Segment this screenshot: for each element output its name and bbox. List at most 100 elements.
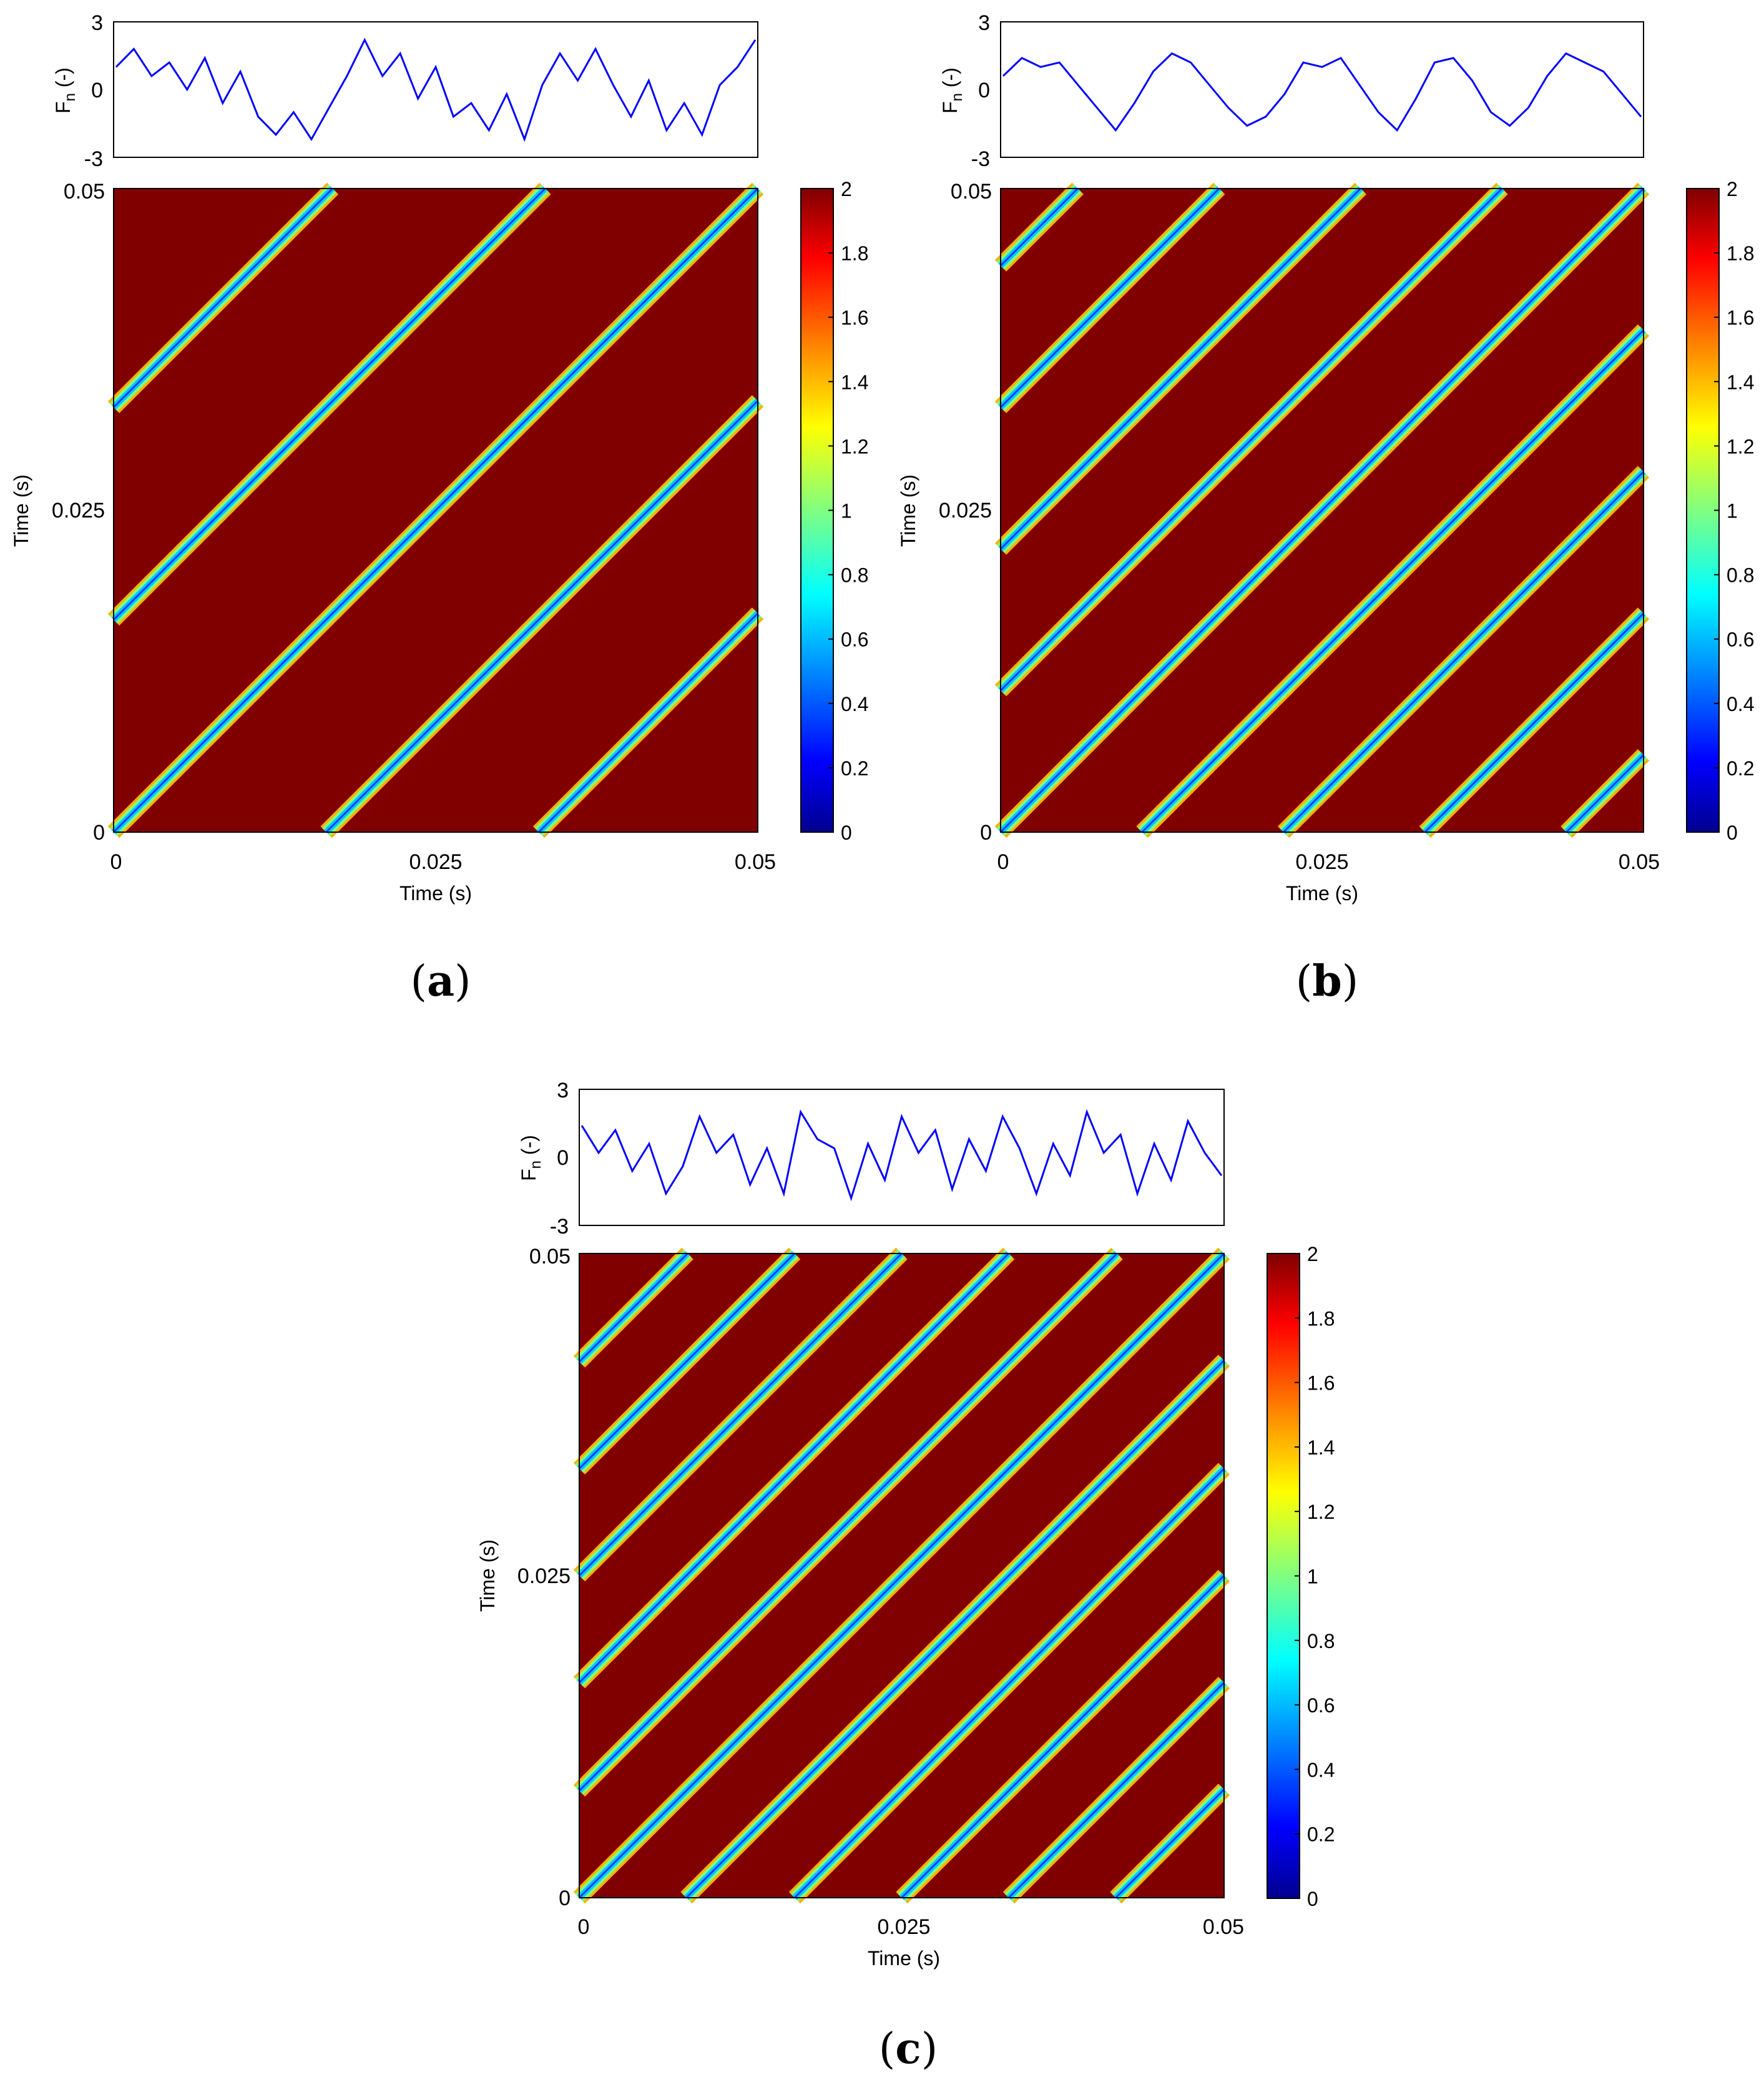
recurrence-axes-box <box>1000 188 1644 833</box>
colorbar-tick-label: 0 <box>841 822 852 844</box>
colorbar-tick-label: 2 <box>841 178 852 200</box>
rp-ytick-bottom: 0 <box>559 1886 571 1910</box>
colorbar-tick-label: 1.2 <box>841 435 868 458</box>
rp-xlabel: Time (s) <box>399 882 472 905</box>
colorbar-tick-label: 0.6 <box>841 629 868 651</box>
recurrence-plot: 0.05 0.025 0 0 0.025 0.05 Time (s) Time … <box>476 1245 1244 1970</box>
rp-ytick-top: 0.05 <box>529 1245 571 1268</box>
panel-a: 3 0 -3 Fn (-) 0.05 0.025 0 0 0.025 0.05 … <box>10 11 868 1006</box>
recurrence-line-core <box>901 1574 1225 1899</box>
panel-c: 3 0 -3 Fn (-) 0.05 0.025 0 0 0.025 0.05 … <box>476 1079 1335 2074</box>
recurrence-line-core <box>999 187 1361 550</box>
signal-plot: 3 0 -3 Fn (-) <box>939 11 1644 171</box>
recurrence-line-core <box>1007 1682 1225 1899</box>
signal-plot: 3 0 -3 Fn (-) <box>517 1079 1225 1239</box>
colorbar-tick-label: 0.6 <box>1727 629 1754 651</box>
colorbar-tick-label: 1.6 <box>1307 1372 1335 1395</box>
recurrence-line-core <box>578 1252 1225 1899</box>
recurrence-line-core <box>578 1252 1010 1684</box>
rp-ytick-top: 0.05 <box>64 180 105 204</box>
colorbar: 0 0.2 0.4 0.6 0.8 1 1.2 1.4 1.6 1.8 2 <box>1267 1243 1335 1910</box>
colorbar-tick-label: 1 <box>1727 500 1738 522</box>
recurrence-line-core <box>538 612 759 833</box>
colorbar-tick-label: 0.8 <box>1727 564 1754 587</box>
recurrence-line-core <box>578 1252 688 1363</box>
rp-xtick-mid: 0.025 <box>1295 850 1348 874</box>
colorbar-tick-label: 0 <box>1727 822 1738 844</box>
colorbar-tick-label: 0.2 <box>1307 1823 1335 1846</box>
colorbar-tick-label: 1.8 <box>1727 242 1754 265</box>
recurrence-line-core <box>999 187 1220 408</box>
signal-ylabel: Fn (-) <box>517 1135 544 1181</box>
recurrence-line-core <box>1566 754 1645 833</box>
colorbar-tick-label: 1.2 <box>1727 435 1754 458</box>
rp-ytick-bottom: 0 <box>93 821 105 845</box>
colorbar-tick-label: 0.2 <box>841 757 868 780</box>
colorbar-ticks: 0 0.2 0.4 0.6 0.8 1 1.2 1.4 1.6 1.8 2 <box>1714 178 1754 844</box>
recurrence-lines <box>994 182 1650 838</box>
colorbar-tick-label: 0.4 <box>1307 1759 1335 1781</box>
recurrence-line-core <box>578 1252 903 1577</box>
signal-ylabel: Fn (-) <box>939 67 966 114</box>
recurrence-line-core <box>1141 329 1645 833</box>
colorbar-tick-label: 0.4 <box>1727 693 1754 715</box>
panel-caption: (c) <box>879 2024 938 2074</box>
colorbar-tick-label: 0 <box>1307 1888 1318 1910</box>
signal-ytick-top: 3 <box>91 11 103 35</box>
signal-line <box>115 37 757 142</box>
rp-ytick-mid: 0.025 <box>517 1564 571 1588</box>
rp-ytick-top: 0.05 <box>951 180 992 204</box>
signal-ytick-mid: 0 <box>978 79 990 102</box>
recurrence-line-core <box>578 1252 1118 1792</box>
recurrence-plot: 0.05 0.025 0 0 0.025 0.05 Time (s) Time … <box>10 180 776 905</box>
colorbar-tick-label: 0.6 <box>1307 1694 1335 1717</box>
colorbar-tick-label: 1.8 <box>1307 1307 1335 1330</box>
rp-xtick-left: 0 <box>578 1915 590 1939</box>
rp-xtick-right: 0.05 <box>735 850 776 874</box>
colorbar-tick-label: 0.4 <box>841 693 868 715</box>
recurrence-line-core <box>1283 471 1645 833</box>
colorbar: 0 0.2 0.4 0.6 0.8 1 1.2 1.4 1.6 1.8 2 <box>800 178 868 844</box>
recurrence-line-core <box>999 187 1503 692</box>
signal-plot: 3 0 -3 Fn (-) <box>52 11 758 171</box>
recurrence-line-core <box>112 187 546 621</box>
rp-ylabel: Time (s) <box>10 474 32 547</box>
colorbar-tick-label: 2 <box>1727 178 1738 200</box>
panel-caption: (a) <box>410 956 471 1006</box>
colorbar-tick-label: 0.8 <box>841 564 868 587</box>
signal-axes-box <box>1000 21 1644 158</box>
colorbar-tick-label: 1.6 <box>1727 307 1754 329</box>
signal-ytick-mid: 0 <box>91 79 103 102</box>
rp-ylabel: Time (s) <box>897 474 919 547</box>
colorbar-tick-label: 0.8 <box>1307 1630 1335 1652</box>
colorbar-tick-label: 1.4 <box>1307 1436 1335 1459</box>
colorbar-ticks: 0 0.2 0.4 0.6 0.8 1 1.2 1.4 1.6 1.8 2 <box>828 178 868 844</box>
rp-xtick-mid: 0.025 <box>877 1915 930 1939</box>
recurrence-line-core <box>112 187 759 833</box>
rp-xtick-left: 0 <box>110 850 122 874</box>
rp-xtick-right: 0.05 <box>1203 1915 1244 1939</box>
colorbar-ticks: 0 0.2 0.4 0.6 0.8 1 1.2 1.4 1.6 1.8 2 <box>1295 1243 1335 1910</box>
rp-ylabel: Time (s) <box>476 1539 499 1612</box>
rp-xtick-right: 0.05 <box>1619 850 1660 874</box>
colorbar-tick-label: 1.2 <box>1307 1501 1335 1523</box>
colorbar-tick-label: 1.6 <box>841 307 868 329</box>
signal-ytick-bottom: -3 <box>971 147 990 171</box>
signal-ytick-top: 3 <box>557 1079 569 1102</box>
colorbar-tick-label: 2 <box>1307 1243 1318 1265</box>
recurrence-line-core <box>793 1468 1225 1899</box>
rp-xlabel: Time (s) <box>1286 882 1358 905</box>
recurrence-line-core <box>1424 612 1645 833</box>
recurrence-line-core <box>1115 1788 1225 1899</box>
colorbar-bar <box>1267 1253 1300 1899</box>
colorbar-tick-label: 1 <box>1307 1566 1318 1588</box>
recurrence-line-core <box>325 400 759 833</box>
recurrence-lines <box>107 182 764 838</box>
recurrence-line-core <box>999 187 1079 267</box>
signal-ytick-mid: 0 <box>557 1146 569 1170</box>
signal-ytick-bottom: -3 <box>84 147 103 171</box>
signal-line <box>1002 52 1642 132</box>
signal-ylabel: Fn (-) <box>52 67 79 114</box>
rp-ytick-bottom: 0 <box>980 821 992 845</box>
